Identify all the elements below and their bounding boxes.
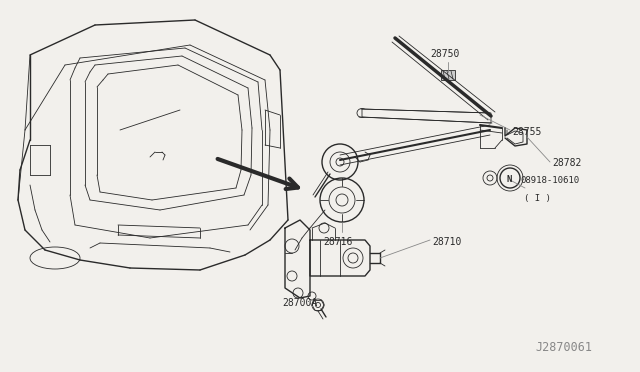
Text: 28710: 28710 xyxy=(432,237,461,247)
Text: ( I ): ( I ) xyxy=(524,194,551,203)
Text: 28755: 28755 xyxy=(512,127,541,137)
Text: 08918-10610: 08918-10610 xyxy=(520,176,579,185)
Text: J2870061: J2870061 xyxy=(535,341,592,354)
Text: 28782: 28782 xyxy=(552,158,581,168)
Text: 28750: 28750 xyxy=(430,49,460,59)
FancyBboxPatch shape xyxy=(441,70,455,80)
Polygon shape xyxy=(362,109,491,123)
Text: N: N xyxy=(506,174,512,183)
Text: 28716: 28716 xyxy=(323,237,353,247)
Text: 28700A: 28700A xyxy=(282,298,317,308)
